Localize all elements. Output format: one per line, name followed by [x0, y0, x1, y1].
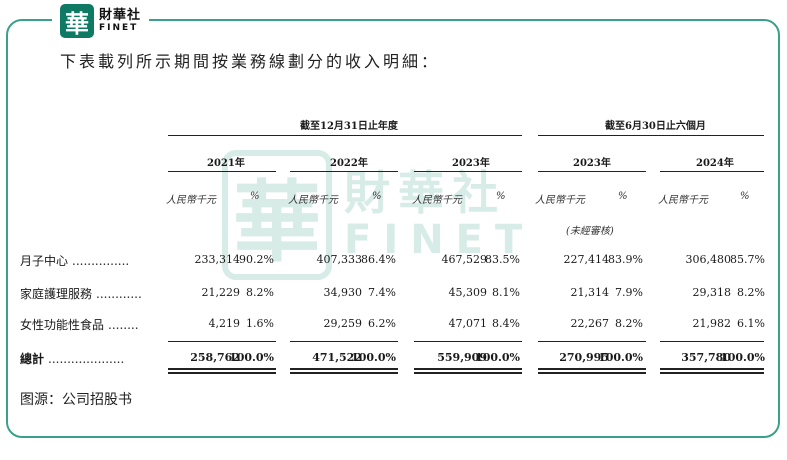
table-cell: 8.1% — [492, 286, 520, 299]
table-cell: 8.2% — [615, 317, 643, 330]
table-cell: 47,071 — [448, 317, 488, 330]
table-cell: 86.4% — [361, 253, 396, 266]
total-rule-double — [660, 368, 764, 374]
year-rule-4 — [538, 171, 646, 172]
total-cell: 270,995 — [559, 351, 609, 364]
logo-name-en: FINET — [99, 23, 139, 33]
total-rule-double — [290, 368, 398, 374]
total-cell: 100.0% — [351, 351, 396, 364]
row-label: 月子中心............... — [20, 252, 129, 269]
total-label: 總計.................... — [20, 350, 124, 367]
total-cell: 100.0% — [229, 351, 274, 364]
year-rule-2 — [290, 171, 398, 172]
year-rule-3 — [414, 171, 522, 172]
table-cell: 8.2% — [737, 286, 765, 299]
table-cell: 21,229 — [201, 286, 241, 299]
unit-pct-3: % — [496, 191, 506, 202]
year-header-4: 2023年 — [573, 158, 611, 169]
total-cell: 100.0% — [720, 351, 765, 364]
table-cell: 34,930 — [323, 286, 363, 299]
table-cell: 21,982 — [692, 317, 732, 330]
table-cell: 6.1% — [737, 317, 765, 330]
table-cell: 4,219 — [208, 317, 241, 330]
total-cell: 357,780 — [681, 351, 731, 364]
total-rule-top — [414, 341, 522, 342]
table-cell: 85.7% — [730, 253, 765, 266]
row-label: 家庭護理服務............ — [20, 285, 142, 302]
row-label-leader: ............... — [72, 254, 130, 268]
table-cell: 45,309 — [448, 286, 488, 299]
table-cell: 8.2% — [246, 286, 274, 299]
year-rule-5 — [660, 171, 764, 172]
total-rule-double — [538, 368, 646, 374]
table-cell: 407,333 — [316, 253, 363, 266]
table-cell: 29,259 — [323, 317, 363, 330]
year-header-1: 2021年 — [207, 158, 245, 169]
row-label-text: 家庭護理服務 — [20, 287, 93, 301]
logo-name-cn: 財華社 — [99, 8, 142, 23]
table-cell: 467,529 — [441, 253, 488, 266]
table-cell: 6.2% — [368, 317, 396, 330]
finet-logo: 華 財華社 FINET — [52, 2, 150, 40]
total-rule-top — [660, 341, 764, 342]
period-header-half: 截至6月30日止六個月 — [605, 121, 706, 132]
row-label-leader: ............ — [96, 287, 142, 301]
logo-text: 財華社 FINET — [99, 9, 141, 33]
table-cell: 7.9% — [615, 286, 643, 299]
unit-amount-2: 人民幣千元 — [288, 195, 338, 206]
logo-badge-icon: 華 — [60, 4, 94, 38]
unit-pct-1: % — [250, 191, 260, 202]
total-rule-top — [168, 341, 276, 342]
table-cell: 90.2% — [239, 253, 274, 266]
total-rule-top — [290, 341, 398, 342]
row-label-leader: ........ — [108, 318, 139, 332]
total-cell: 559,909 — [437, 351, 487, 364]
total-rule-top — [538, 341, 646, 342]
period-rule-half — [538, 135, 764, 136]
row-label: 女性功能性食品........ — [20, 316, 139, 333]
period-header-year: 截至12月31日止年度 — [300, 121, 398, 132]
table-cell: 306,480 — [685, 253, 732, 266]
table-cell: 21,314 — [570, 286, 610, 299]
total-cell: 471,522 — [312, 351, 362, 364]
unit-pct-2: % — [372, 191, 382, 202]
unit-pct-4: % — [618, 191, 628, 202]
table-cell: 83.5% — [485, 253, 520, 266]
table-cell: 1.6% — [246, 317, 274, 330]
source-note: 图源：公司招股书 — [20, 392, 132, 408]
total-rule-double — [414, 368, 522, 374]
total-cell: 258,762 — [190, 351, 240, 364]
table-cell: 83.9% — [608, 253, 643, 266]
table-cell: 7.4% — [368, 286, 396, 299]
unit-amount-5: 人民幣千元 — [658, 195, 708, 206]
year-header-5: 2024年 — [696, 158, 734, 169]
table-cell: 22,267 — [570, 317, 610, 330]
table-cell: 29,318 — [692, 286, 732, 299]
row-label-text: 月子中心 — [20, 254, 69, 268]
year-rule-1 — [168, 171, 276, 172]
unit-amount-1: 人民幣千元 — [166, 195, 216, 206]
row-label-text: 女性功能性食品 — [20, 318, 105, 332]
unit-pct-5: % — [740, 191, 750, 202]
table-cell: 233,314 — [194, 253, 241, 266]
total-label-text: 總計 — [20, 352, 45, 366]
table-cell: 8.4% — [492, 317, 520, 330]
unit-amount-3: 人民幣千元 — [412, 195, 462, 206]
total-cell: 100.0% — [598, 351, 643, 364]
unaudited-note: (未經審核) — [566, 226, 614, 237]
unit-amount-4: 人民幣千元 — [535, 195, 585, 206]
year-header-2: 2022年 — [330, 158, 368, 169]
year-header-3: 2023年 — [452, 158, 490, 169]
intro-text: 下表載列所示期間按業務線劃分的收入明細： — [60, 52, 441, 71]
content-frame — [6, 19, 780, 438]
total-rule-double — [168, 368, 276, 374]
total-cell: 100.0% — [475, 351, 520, 364]
table-cell: 227,414 — [563, 253, 610, 266]
period-rule-year — [168, 135, 522, 136]
total-label-leader: .................... — [48, 352, 125, 366]
